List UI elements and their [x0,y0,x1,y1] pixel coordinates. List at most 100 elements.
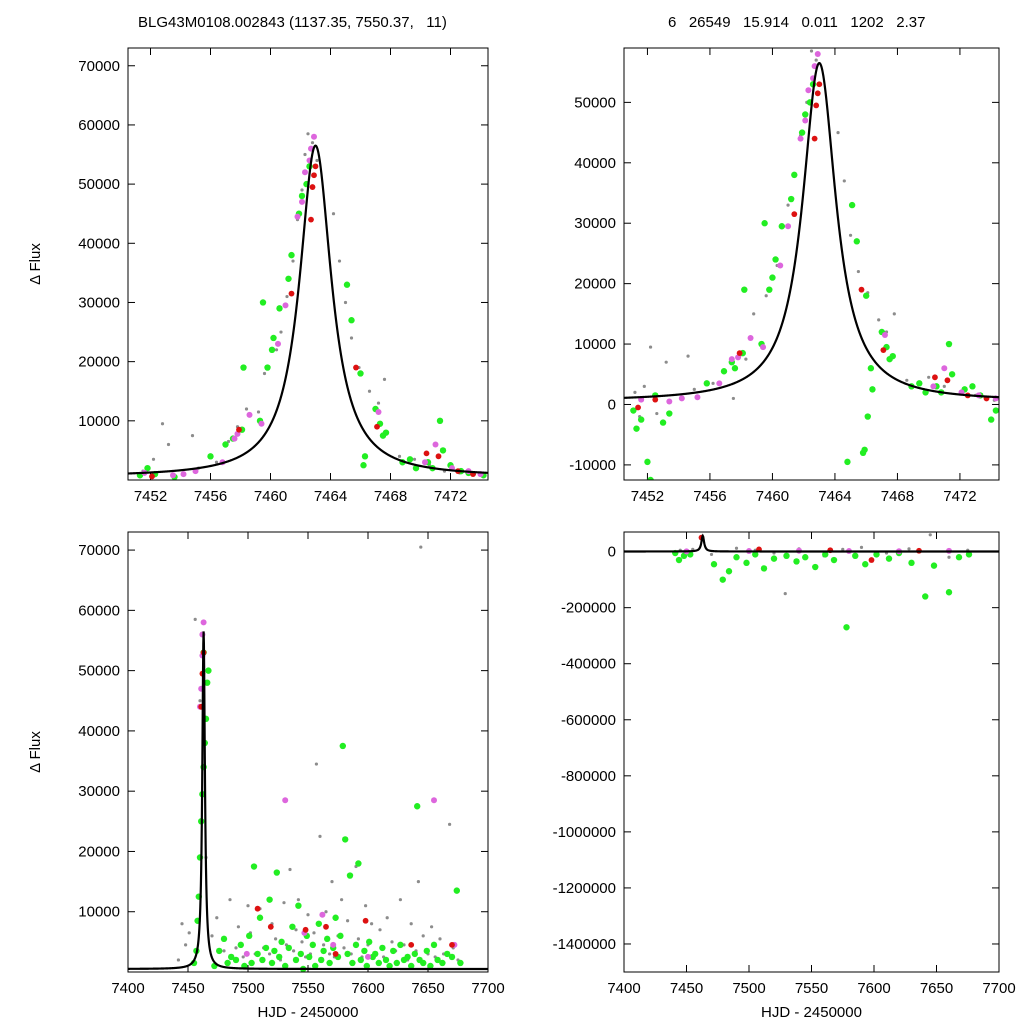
data-point-gray [337,259,342,263]
data-point-red [635,404,641,411]
data-point-green [342,836,349,843]
series-gray [678,533,970,596]
panel-top-right: 7452 7456 7460 7464 7468 7472 -10000 0 10000 2000… [569,47,1000,505]
data-point-green [382,429,390,436]
data-point-green [348,317,355,324]
x-tick-label: 7468 [881,488,914,505]
data-point-gray [166,442,171,447]
y-tick-label: 20000 [78,843,120,860]
data-point-green [427,962,434,970]
data-point-green [285,944,292,952]
y-tick-label: 60000 [78,117,120,134]
data-point-magenta [282,797,289,804]
data-point-green [680,552,688,560]
data-point-gray [786,203,790,207]
data-point-green [945,340,953,348]
x-tick-label: 7600 [857,980,890,997]
data-point-magenta [319,911,326,918]
data-point-magenta [728,356,735,363]
y-tick-label: -1400000 [553,936,616,953]
data-point-green [306,953,313,961]
data-point-red [932,374,938,381]
x-axis-label: HJD - 2450000 [761,1004,862,1021]
data-point-green [346,872,354,879]
data-point-magenta [302,169,308,176]
data-point-green [276,305,283,312]
y-tick-label: 20000 [574,276,616,293]
x-tick-label: 7464 [818,488,851,505]
data-layer [128,132,488,480]
y-tick-label: -10000 [569,457,616,474]
data-point-red [254,905,261,912]
data-point-green [633,425,640,432]
data-point-gray [947,555,951,559]
data-point-magenta [760,344,767,351]
x-tick-label: 7460 [756,488,789,505]
data-point-gray [370,922,374,926]
y-tick-label: -800000 [561,768,616,785]
data-point-green [922,593,929,600]
data-point-green [222,441,229,448]
data-point-green [869,386,876,393]
data-point-gray [346,919,350,923]
data-point-gray [190,434,195,438]
data-point-green [741,286,748,293]
data-point-gray [448,822,452,826]
data-point-gray [241,955,245,959]
data-point-green [853,238,861,245]
data-point-green [766,286,773,293]
data-point-green [386,962,393,970]
data-point-gray [312,931,316,935]
data-point-green [326,959,333,967]
data-point-green [637,416,645,423]
data-point-green [798,129,806,136]
data-point-magenta [777,262,784,269]
data-point-gray [214,460,219,464]
data-point-green [908,559,915,567]
data-point-green [295,902,302,909]
data-point-gray [421,934,425,938]
data-point-green [205,667,212,674]
data-point-red [332,951,339,957]
data-point-green [862,561,869,568]
data-point-green [324,935,331,943]
data-point-green [270,334,277,342]
plot-frame [623,47,1000,481]
data-point-green [436,417,444,425]
x-tick-label: 7456 [194,488,227,505]
data-point-red [374,423,380,430]
data-point-green [337,932,344,940]
data-point-green [861,446,868,453]
data-point-green [769,274,776,281]
data-point-gray [306,132,310,136]
x-tick-label: 7468 [374,488,407,505]
data-point-green [298,192,306,200]
y-tick-label: -400000 [561,656,616,673]
y-tick-label: 70000 [78,542,120,559]
data-point-green [390,947,397,955]
data-point-gray [236,925,240,929]
x-tick-label: 7400 [111,980,144,997]
data-point-gray [296,898,300,902]
x-tick-label: 7452 [134,488,167,505]
data-point-green [271,947,278,955]
series-gray [141,132,486,477]
data-point-gray [322,943,326,947]
data-point-gray [331,212,336,216]
series-red [635,81,990,411]
data-point-magenta [747,335,754,342]
data-point-magenta [432,441,439,448]
data-point-green [423,947,430,955]
data-point-green [733,554,740,561]
data-point-magenta [275,340,281,347]
data-point-gray [314,762,318,766]
data-point-green [969,383,976,390]
data-point-green [725,568,733,575]
data-point-green [787,195,795,203]
data-point-gray [430,925,434,929]
data-point-gray [814,58,818,62]
data-point-green [363,962,370,970]
data-point-green [439,959,446,967]
y-tick-label: 70000 [78,58,120,75]
data-point-magenta [246,411,253,418]
